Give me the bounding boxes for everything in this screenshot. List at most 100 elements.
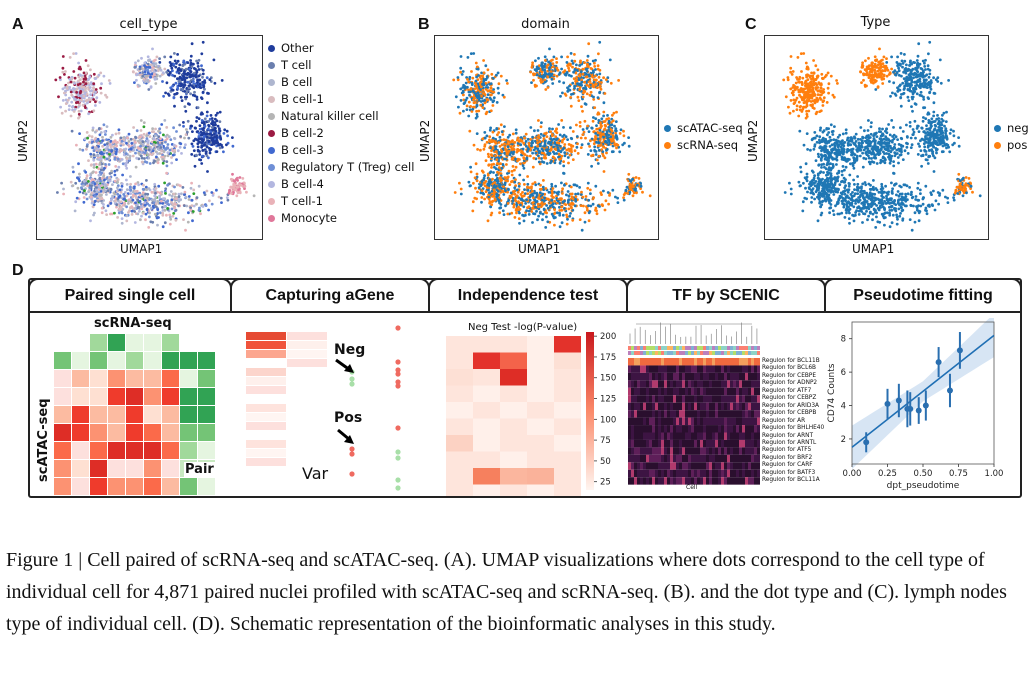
umap-point xyxy=(565,71,569,74)
umap-point xyxy=(108,152,111,156)
umap-point xyxy=(805,109,808,113)
umap-point xyxy=(584,198,588,201)
umap-point xyxy=(459,66,463,70)
umap-point xyxy=(575,135,579,138)
umap-point xyxy=(67,108,71,111)
umap-point xyxy=(173,104,176,108)
umap-point xyxy=(503,125,506,128)
umap-point xyxy=(158,143,162,147)
umap-point xyxy=(896,64,899,68)
umap-point xyxy=(191,85,195,88)
umap-point xyxy=(492,88,495,91)
umap-point xyxy=(230,192,233,195)
umap-point xyxy=(226,198,230,202)
umap-point xyxy=(200,162,204,165)
umap-point xyxy=(538,187,542,191)
umap-point xyxy=(558,209,562,212)
umap-point xyxy=(61,70,65,74)
umap-point xyxy=(139,129,143,132)
umap-point xyxy=(506,212,510,216)
umap-point xyxy=(75,87,79,91)
umap-point xyxy=(565,213,568,217)
umap-point xyxy=(513,189,516,193)
umap-point xyxy=(555,127,558,131)
umap-point xyxy=(82,71,86,75)
umap-point xyxy=(579,146,583,149)
umap-point xyxy=(545,215,548,219)
legend-dot xyxy=(664,125,671,132)
umap-point xyxy=(551,205,555,209)
umap-point xyxy=(143,201,147,205)
umap-point xyxy=(569,96,573,99)
umap-point xyxy=(870,70,874,74)
legend-label: B cell-1 xyxy=(281,92,324,106)
umap-point xyxy=(591,75,595,79)
umap-point xyxy=(164,135,168,138)
umap-point xyxy=(498,201,501,205)
umap-point xyxy=(635,183,639,187)
umap-point xyxy=(243,185,247,188)
umap-point xyxy=(226,134,230,138)
umap-point xyxy=(84,59,88,62)
umap-point xyxy=(899,104,903,108)
umap-point xyxy=(539,132,543,136)
umap-point xyxy=(152,59,156,63)
umap-point xyxy=(811,88,815,92)
umap-point xyxy=(176,59,180,63)
umap-point xyxy=(598,84,602,88)
umap-point xyxy=(575,63,578,67)
umap-point xyxy=(559,150,563,153)
umap-point xyxy=(506,172,509,175)
umap-point xyxy=(587,130,591,133)
umap-point xyxy=(183,105,187,108)
umap-point xyxy=(528,154,532,158)
umap-point xyxy=(603,208,607,212)
umap-point xyxy=(565,61,569,64)
umap-point xyxy=(603,127,607,131)
umap-point xyxy=(171,84,175,88)
umap-point xyxy=(160,199,163,203)
umap-point xyxy=(561,201,565,204)
umap-point xyxy=(459,192,463,196)
umap-point xyxy=(583,61,586,64)
umap-point xyxy=(539,77,543,81)
umap-point xyxy=(595,124,598,127)
umap-point xyxy=(497,150,501,154)
umap-point xyxy=(609,81,613,85)
umap-point xyxy=(535,209,538,213)
umap-point xyxy=(503,142,506,146)
umap-point xyxy=(92,153,96,157)
umap-point xyxy=(819,86,823,90)
umap-point xyxy=(545,211,548,215)
umap-point xyxy=(568,153,572,157)
umap-point xyxy=(183,80,187,84)
umap-point xyxy=(483,131,487,134)
umap-point xyxy=(468,129,472,133)
umap-point xyxy=(535,73,539,77)
umap-point xyxy=(156,152,159,155)
umap-point xyxy=(482,147,486,151)
umap-point xyxy=(529,138,532,141)
umap-point xyxy=(578,88,581,92)
umap-point xyxy=(125,157,129,161)
umap-point xyxy=(136,72,139,76)
umap-point xyxy=(138,193,142,197)
umap-point xyxy=(154,191,157,195)
umap-point xyxy=(211,194,215,197)
umap-point xyxy=(607,126,611,129)
umap-point xyxy=(208,132,212,136)
umap-point xyxy=(796,56,800,59)
umap-point xyxy=(474,61,478,65)
umap-point xyxy=(473,87,477,91)
umap-point xyxy=(85,181,88,185)
umap-point xyxy=(172,62,176,66)
umap-point xyxy=(97,185,101,188)
umap-point xyxy=(805,112,809,116)
umap-point xyxy=(794,81,798,85)
umap-point xyxy=(94,171,98,174)
umap-point xyxy=(85,174,89,178)
umap-point xyxy=(812,71,816,75)
umap-point xyxy=(168,148,172,152)
umap-point xyxy=(586,153,590,156)
umap-point xyxy=(84,82,88,86)
